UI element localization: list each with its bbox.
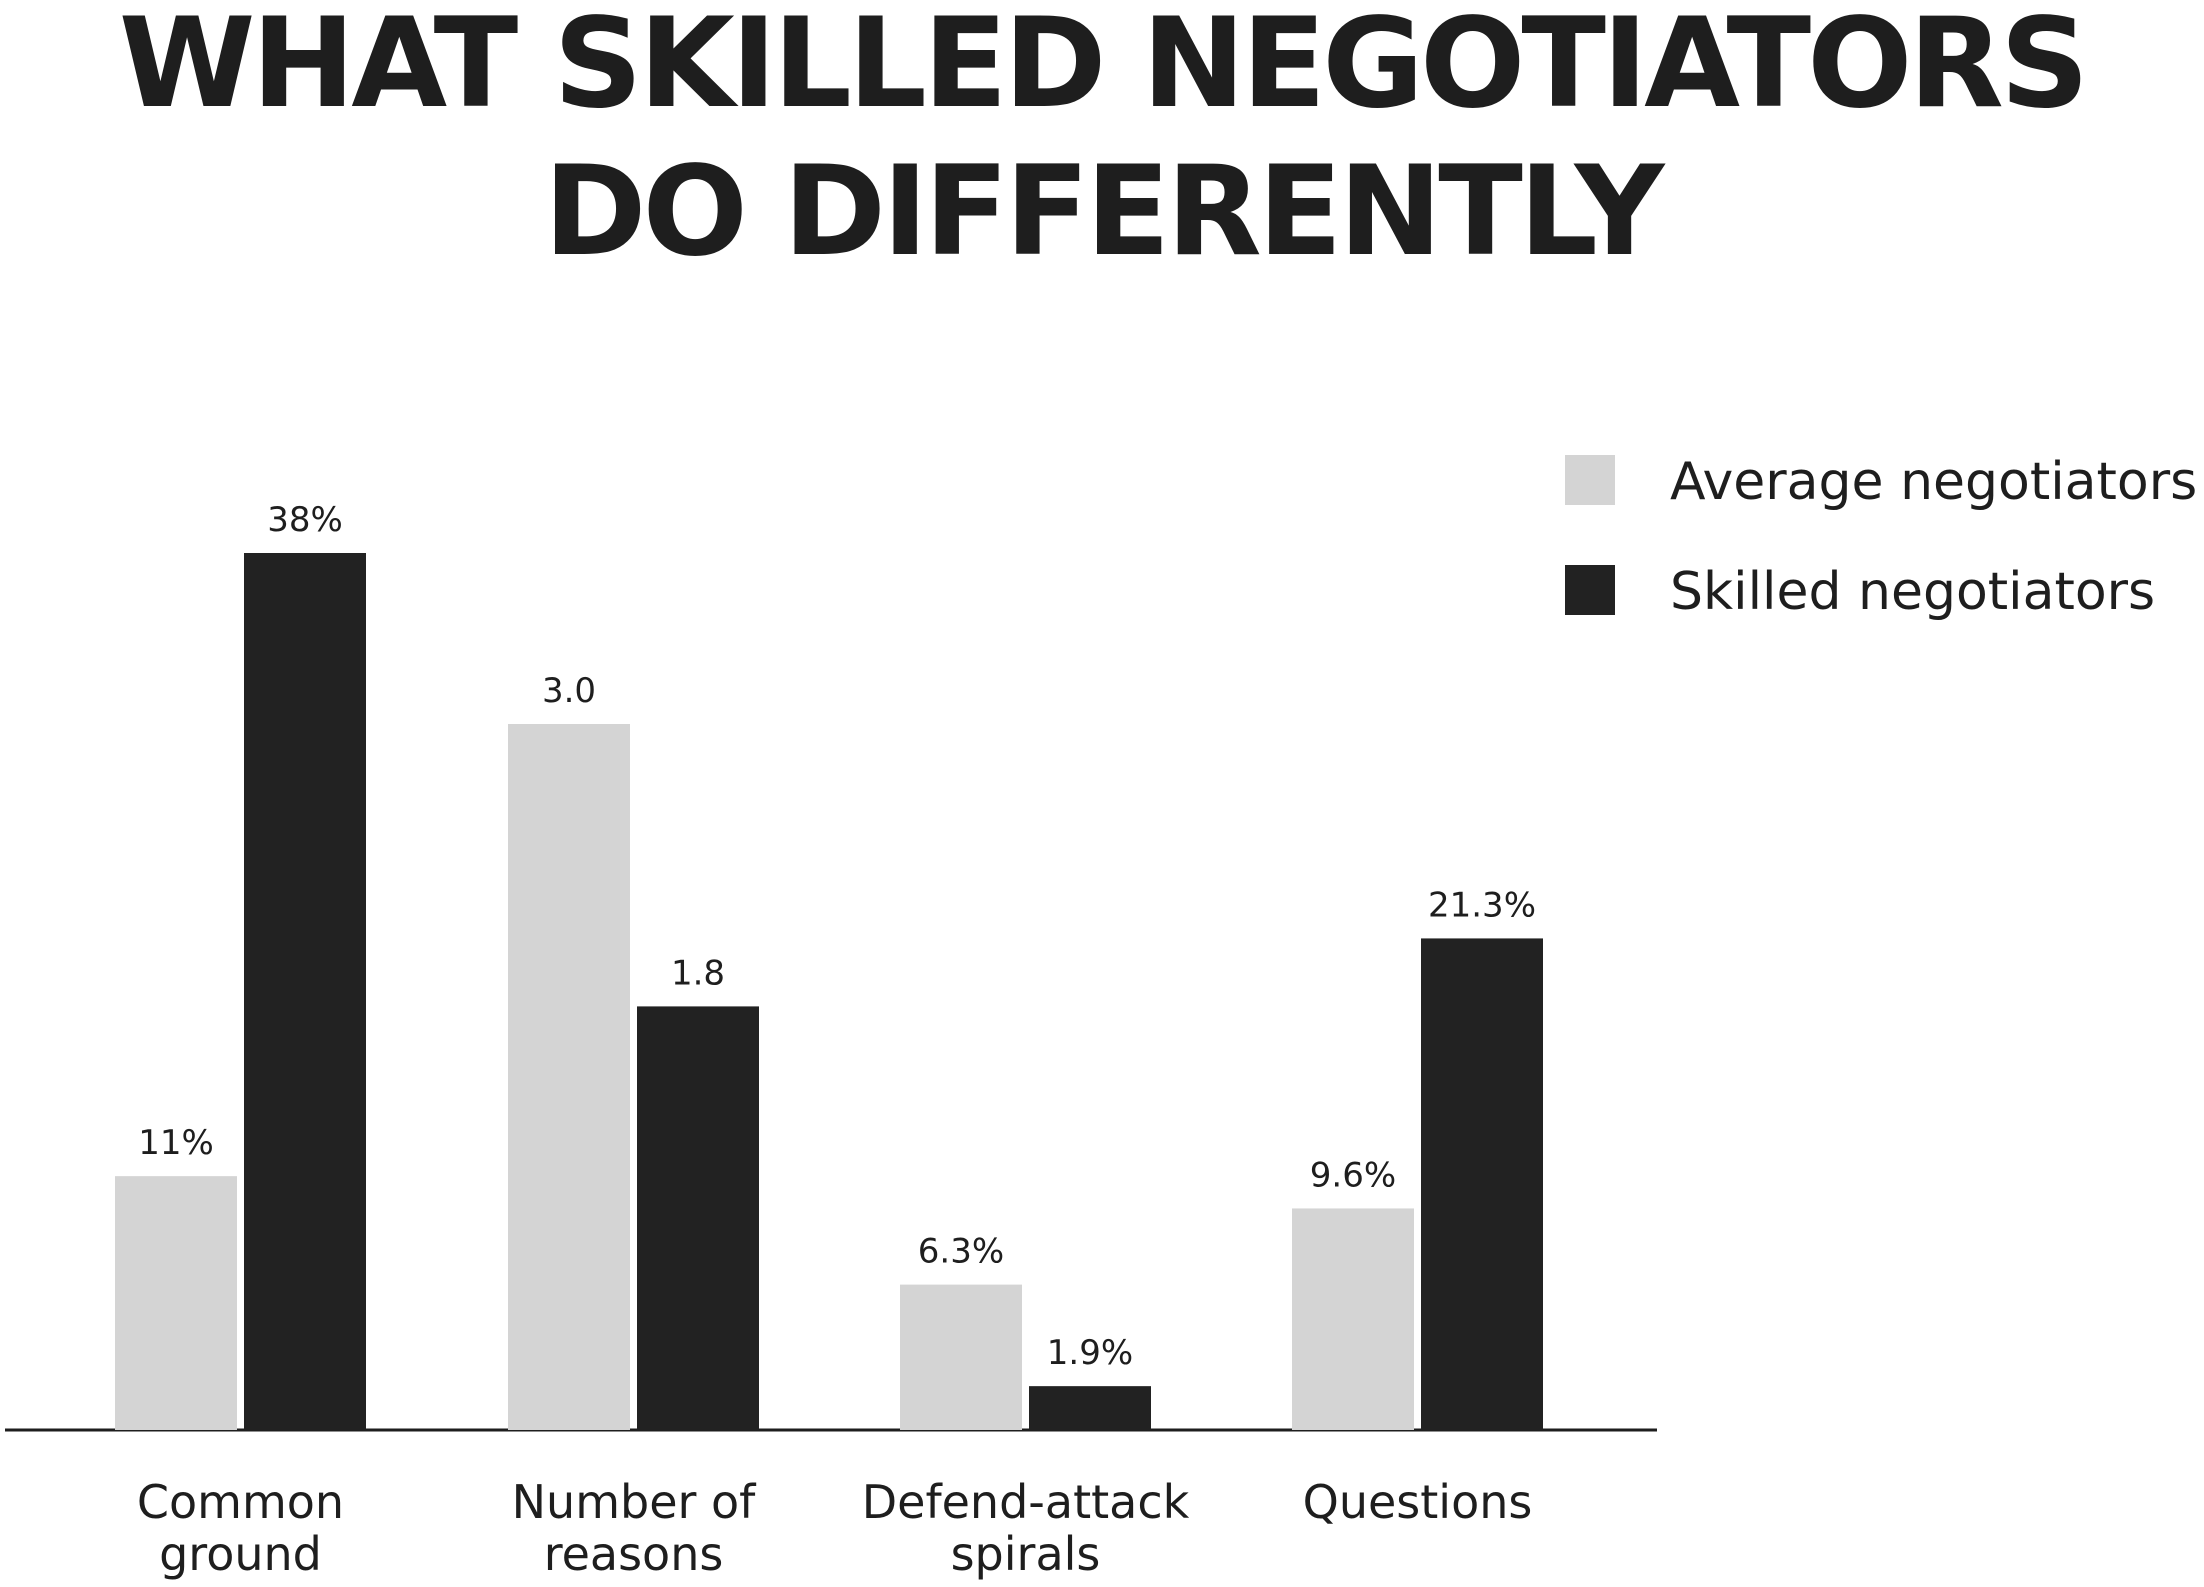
category-label-2-line-0: Defend-attack xyxy=(862,1475,1190,1529)
data-label-skilled-0: 38% xyxy=(267,500,343,540)
category-label-2-line-1: spirals xyxy=(951,1527,1101,1581)
legend-label-skilled: Skilled negotiators xyxy=(1670,562,2155,622)
bar-skilled-2 xyxy=(1029,1386,1151,1430)
chart-title-line-1: WHAT SKILLED NEGOTIATORS xyxy=(118,0,2090,136)
category-label-1-line-0: Number of xyxy=(512,1475,758,1529)
category-label-0-line-0: Common xyxy=(137,1475,344,1529)
category-label-1-line-1: reasons xyxy=(544,1527,724,1581)
category-label-0-line-1: ground xyxy=(159,1527,322,1581)
data-label-skilled-3: 21.3% xyxy=(1428,885,1536,925)
data-label-average-2: 6.3% xyxy=(918,1232,1004,1272)
category-label-3-line-0: Questions xyxy=(1303,1475,1533,1529)
bar-skilled-0 xyxy=(244,553,366,1430)
legend-swatch-skilled xyxy=(1565,565,1615,615)
data-label-average-0: 11% xyxy=(138,1123,214,1163)
bar-average-0 xyxy=(115,1176,237,1430)
bar-average-3 xyxy=(1292,1208,1414,1430)
legend-swatch-average xyxy=(1565,455,1615,505)
bar-skilled-1 xyxy=(637,1006,759,1430)
bar-average-1 xyxy=(508,724,630,1430)
data-label-skilled-2: 1.9% xyxy=(1047,1333,1133,1373)
data-label-average-3: 9.6% xyxy=(1310,1155,1396,1195)
bar-skilled-3 xyxy=(1421,938,1543,1430)
data-label-average-1: 3.0 xyxy=(542,671,596,711)
legend-label-average: Average negotiators xyxy=(1670,452,2197,512)
data-label-skilled-1: 1.8 xyxy=(671,953,725,993)
bar-average-2 xyxy=(900,1284,1022,1430)
chart-title-line-2: DO DIFFERENTLY xyxy=(543,140,1665,284)
